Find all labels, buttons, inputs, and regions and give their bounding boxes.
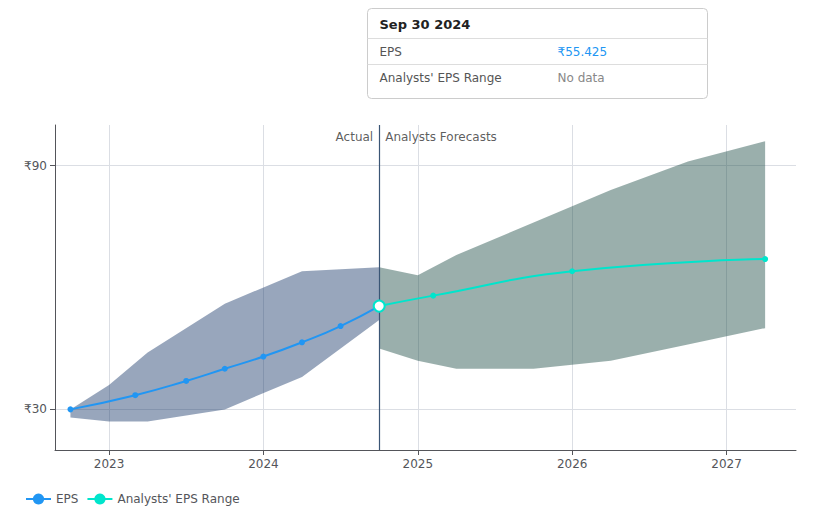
svg-text:Sep 30 2024: Sep 30 2024 (380, 17, 471, 32)
svg-text:Analysts' EPS Range: Analysts' EPS Range (117, 492, 239, 506)
svg-text:Analysts Forecasts: Analysts Forecasts (385, 130, 497, 144)
svg-text:2024: 2024 (248, 457, 279, 471)
svg-text:Analysts' EPS Range: Analysts' EPS Range (380, 71, 502, 85)
svg-text:2025: 2025 (403, 457, 434, 471)
svg-text:2027: 2027 (711, 457, 742, 471)
svg-text:Actual: Actual (336, 130, 374, 144)
svg-text:EPS: EPS (56, 492, 78, 506)
svg-text:2023: 2023 (94, 457, 125, 471)
svg-text:2026: 2026 (557, 457, 588, 471)
svg-text:₹90: ₹90 (24, 159, 47, 173)
svg-text:₹30: ₹30 (24, 402, 47, 416)
svg-text:EPS: EPS (380, 45, 402, 59)
svg-text:₹55.425: ₹55.425 (558, 45, 608, 59)
svg-text:No data: No data (558, 71, 605, 85)
